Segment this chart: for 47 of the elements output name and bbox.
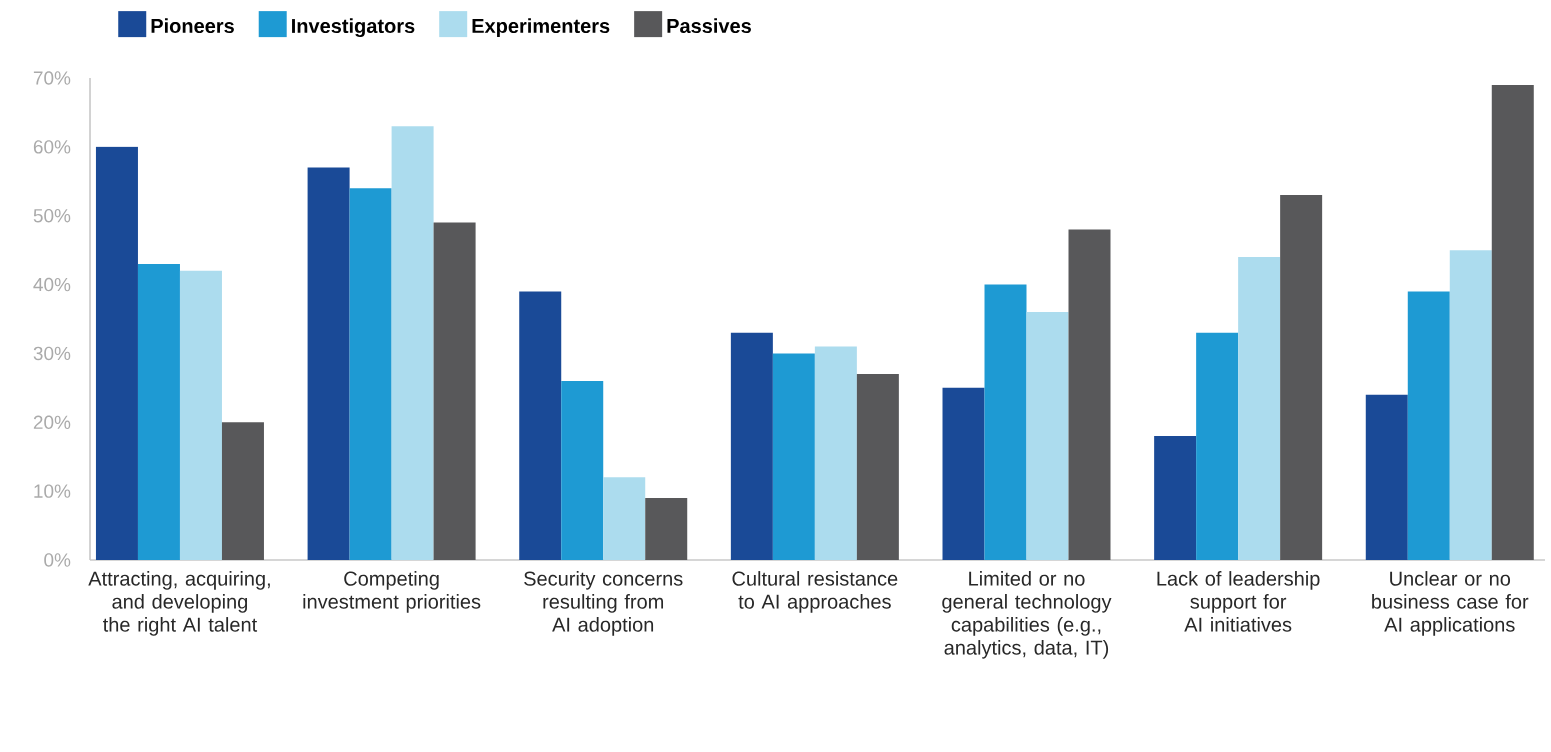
y-tick-label: 10% <box>34 484 71 498</box>
y-tick-label: 70% <box>33 71 71 85</box>
bar <box>856 374 899 560</box>
y-tick-label: 40% <box>33 277 71 292</box>
x-tick-label: Cultural resistance to AI approaches <box>732 571 898 613</box>
bar <box>984 284 1027 560</box>
legend-label: Experimenters <box>472 18 610 37</box>
bar <box>1068 229 1111 560</box>
x-tick-label: Lack of leadership support for AI initiatives <box>1157 571 1320 632</box>
bar <box>1026 312 1069 560</box>
y-tick-label: 50% <box>33 208 71 223</box>
bar <box>1365 394 1408 560</box>
bar <box>1154 436 1197 560</box>
legend-label: Passives <box>667 18 751 34</box>
legend-label: Pioneers <box>151 18 234 34</box>
bar <box>561 380 604 560</box>
x-tick-label: Unclear or no business case for AI applications <box>1372 571 1529 636</box>
bar <box>1449 250 1492 560</box>
bar <box>942 387 985 560</box>
bar <box>137 263 180 560</box>
bar <box>95 146 138 560</box>
bar <box>1407 291 1450 560</box>
bar <box>603 477 646 560</box>
bar <box>433 222 476 560</box>
y-tick-label: 20% <box>33 415 71 430</box>
bar <box>645 498 688 560</box>
bar <box>391 126 434 560</box>
bar <box>730 332 773 560</box>
x-tick-label: Security concerns resulting from AI adoption <box>524 571 683 636</box>
bar <box>349 188 392 560</box>
bar <box>1491 84 1534 560</box>
x-tick-label: Attracting, acquiring, and developing the right AI talent <box>88 571 270 636</box>
bar <box>179 270 222 560</box>
y-tick-label: 0% <box>44 553 71 567</box>
bar <box>221 422 264 560</box>
bar <box>772 353 815 560</box>
y-tick-label: 60% <box>33 140 71 154</box>
bar <box>307 167 350 560</box>
legend-label: Investigators <box>292 18 415 38</box>
bar <box>519 291 562 560</box>
x-tick-label: Competing investment priorities <box>303 571 481 613</box>
bar <box>1238 257 1281 560</box>
y-tick-label: 30% <box>33 346 71 361</box>
bar <box>814 346 857 560</box>
bar <box>1280 195 1323 560</box>
x-tick-label: Limited or no general technology capabilities (e.g., analytics, data, IT) <box>942 571 1112 659</box>
bar <box>1196 332 1239 560</box>
